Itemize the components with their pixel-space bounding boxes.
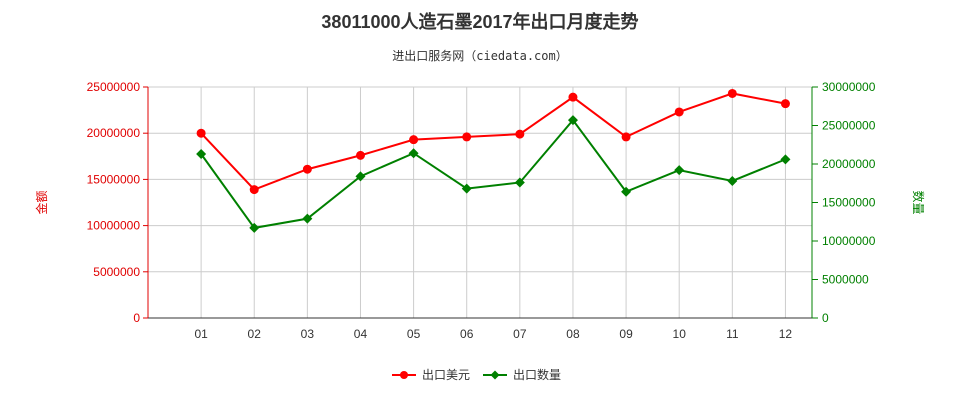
y-left-tick-label: 15000000 [87, 172, 141, 186]
data-point-quantity [461, 183, 472, 194]
data-point-value [780, 99, 790, 109]
y-right-tick-label: 10000000 [822, 234, 876, 248]
x-tick-label: 02 [248, 327, 262, 341]
data-point-value [196, 128, 206, 138]
series-line-quantity [200, 118, 786, 230]
data-point-value [568, 92, 578, 102]
x-tick-label: 08 [566, 327, 580, 341]
data-point-quantity [249, 222, 260, 233]
data-point-value [727, 88, 737, 98]
data-point-quantity [621, 186, 632, 197]
x-tick-label: 12 [779, 327, 793, 341]
data-point-quantity [567, 115, 578, 126]
x-tick-label: 03 [301, 327, 315, 341]
x-tick-label: 06 [460, 327, 474, 341]
legend-label: 出口数量 [513, 367, 561, 382]
y-left-tick-label: 5000000 [93, 265, 140, 279]
legend-marker [490, 370, 500, 380]
legend-marker [400, 371, 408, 379]
y-left-tick-label: 0 [133, 311, 140, 325]
legend-label: 出口美元 [422, 368, 470, 382]
chart-title: 38011000人造石墨2017年出口月度走势 [321, 12, 639, 32]
y-right-tick-label: 0 [822, 311, 829, 325]
data-point-quantity [408, 148, 419, 159]
y-left-axis-label: 金额 [34, 190, 49, 214]
x-tick-label: 09 [619, 327, 633, 341]
data-point-value [302, 164, 312, 174]
data-point-value [621, 132, 631, 142]
data-point-quantity [780, 154, 791, 165]
y-right-tick-label: 15000000 [822, 196, 876, 210]
chart-subtitle: 进出口服务网（ciedata.com） [392, 49, 568, 63]
x-tick-label: 07 [513, 327, 527, 341]
y-right-tick-label: 25000000 [822, 119, 876, 133]
data-point-quantity [674, 165, 685, 176]
data-point-value [249, 185, 259, 195]
data-point-quantity [514, 177, 525, 188]
y-left-tick-label: 25000000 [87, 80, 141, 94]
y-left-tick-label: 20000000 [87, 126, 141, 140]
data-point-value [515, 129, 525, 139]
x-tick-label: 04 [354, 327, 368, 341]
y-right-tick-label: 5000000 [822, 273, 869, 287]
y-right-tick-label: 30000000 [822, 80, 876, 94]
data-point-value [355, 150, 365, 160]
data-point-quantity [355, 171, 366, 182]
y-right-axis-label: 数量 [911, 190, 926, 214]
x-tick-label: 05 [407, 327, 421, 341]
x-tick-label: 10 [673, 327, 687, 341]
data-point-value [674, 107, 684, 117]
y-right-tick-label: 20000000 [822, 157, 876, 171]
data-point-value [462, 132, 472, 142]
series-line-value [200, 92, 786, 191]
data-point-quantity [727, 175, 738, 186]
x-tick-label: 01 [194, 327, 208, 341]
data-point-quantity [302, 213, 313, 224]
data-point-value [409, 135, 419, 145]
x-tick-label: 11 [726, 327, 739, 341]
y-left-tick-label: 10000000 [87, 219, 141, 233]
data-point-quantity [196, 148, 207, 159]
